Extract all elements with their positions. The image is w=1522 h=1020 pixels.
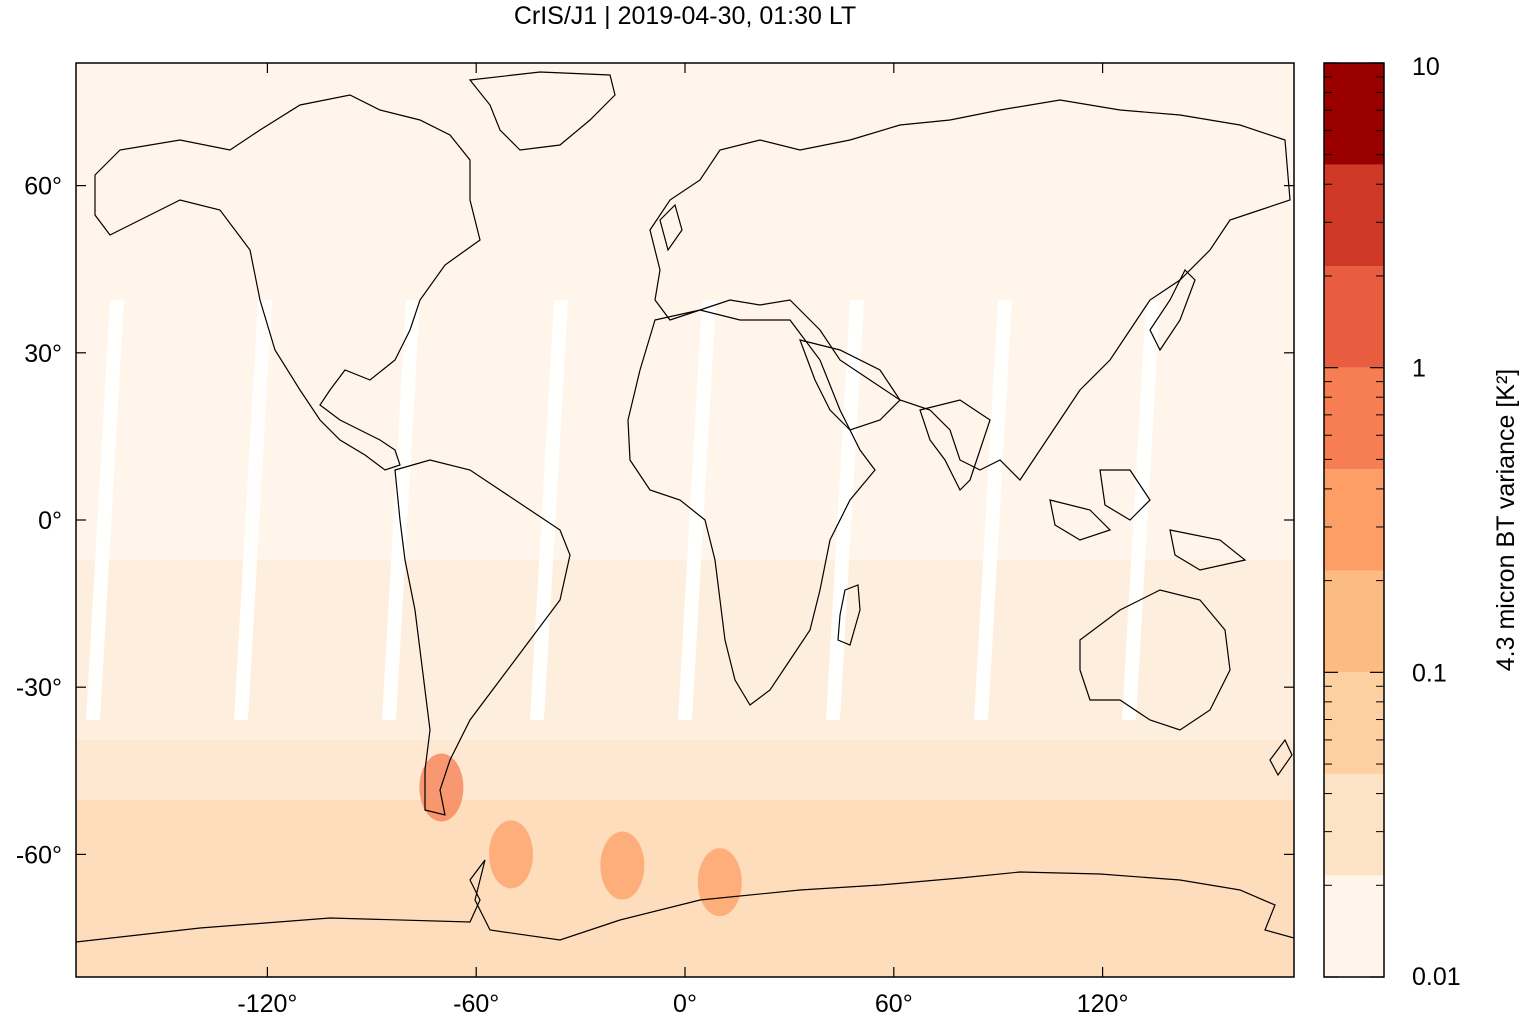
figure-title: CrIS/J1 | 2019-04-30, 01:30 LT: [514, 2, 856, 30]
colorbar-bin: [1324, 773, 1384, 876]
y-tick-label: 30°: [24, 340, 62, 368]
orbit-gap: [678, 300, 716, 720]
colorbar-tick-label: 1: [1412, 355, 1426, 383]
colorbar-bin: [1324, 63, 1384, 165]
orbit-gap: [234, 300, 272, 720]
y-axis: 60° 30° 0° -30° -60°: [16, 173, 1294, 869]
colorbar-bin: [1324, 164, 1384, 267]
x-tick-label: 120°: [1077, 990, 1129, 1018]
orbit-gap: [974, 300, 1012, 720]
colorbar-bin: [1324, 875, 1384, 977]
colorbar-bin: [1324, 266, 1384, 368]
colorbar-bin: [1324, 672, 1384, 774]
orbit-gap: [382, 300, 420, 720]
colorbar-bin: [1324, 367, 1384, 470]
x-tick-label: -60°: [453, 990, 499, 1018]
hotspot: [600, 831, 645, 900]
x-axis: -120° -60° 0° 60° 120°: [237, 63, 1128, 1018]
orbit-gap: [86, 300, 124, 720]
hotspot: [489, 820, 533, 889]
orbit-gaps: [86, 300, 1160, 720]
colorbar-ticks: 10 1 0.1 0.01: [1324, 53, 1461, 991]
x-tick-label: 60°: [875, 990, 913, 1018]
orbit-gap: [530, 300, 568, 720]
hotspot: [697, 848, 742, 917]
orbit-gap: [1122, 300, 1160, 720]
colorbar: [1324, 63, 1384, 977]
y-tick-label: -60°: [16, 841, 62, 869]
colorbar-tick-label: 0.01: [1412, 963, 1461, 991]
x-tick-label: -120°: [237, 990, 297, 1018]
colorbar-frame: [1323, 62, 1385, 978]
variance-field: [76, 63, 1294, 977]
y-tick-label: -30°: [16, 674, 62, 702]
colorbar-tick-label: 0.1: [1412, 659, 1447, 687]
colorbar-bin: [1324, 570, 1384, 673]
coastlines: [76, 71, 1294, 943]
colorbar-tick-label: 10: [1412, 53, 1440, 81]
colorbar-label: 4.3 micron BT variance [K²]: [1492, 369, 1520, 671]
y-tick-label: 60°: [24, 173, 62, 201]
colorbar-bin: [1324, 469, 1384, 571]
x-tick-label: 0°: [673, 990, 697, 1018]
y-tick-label: 0°: [38, 507, 62, 535]
